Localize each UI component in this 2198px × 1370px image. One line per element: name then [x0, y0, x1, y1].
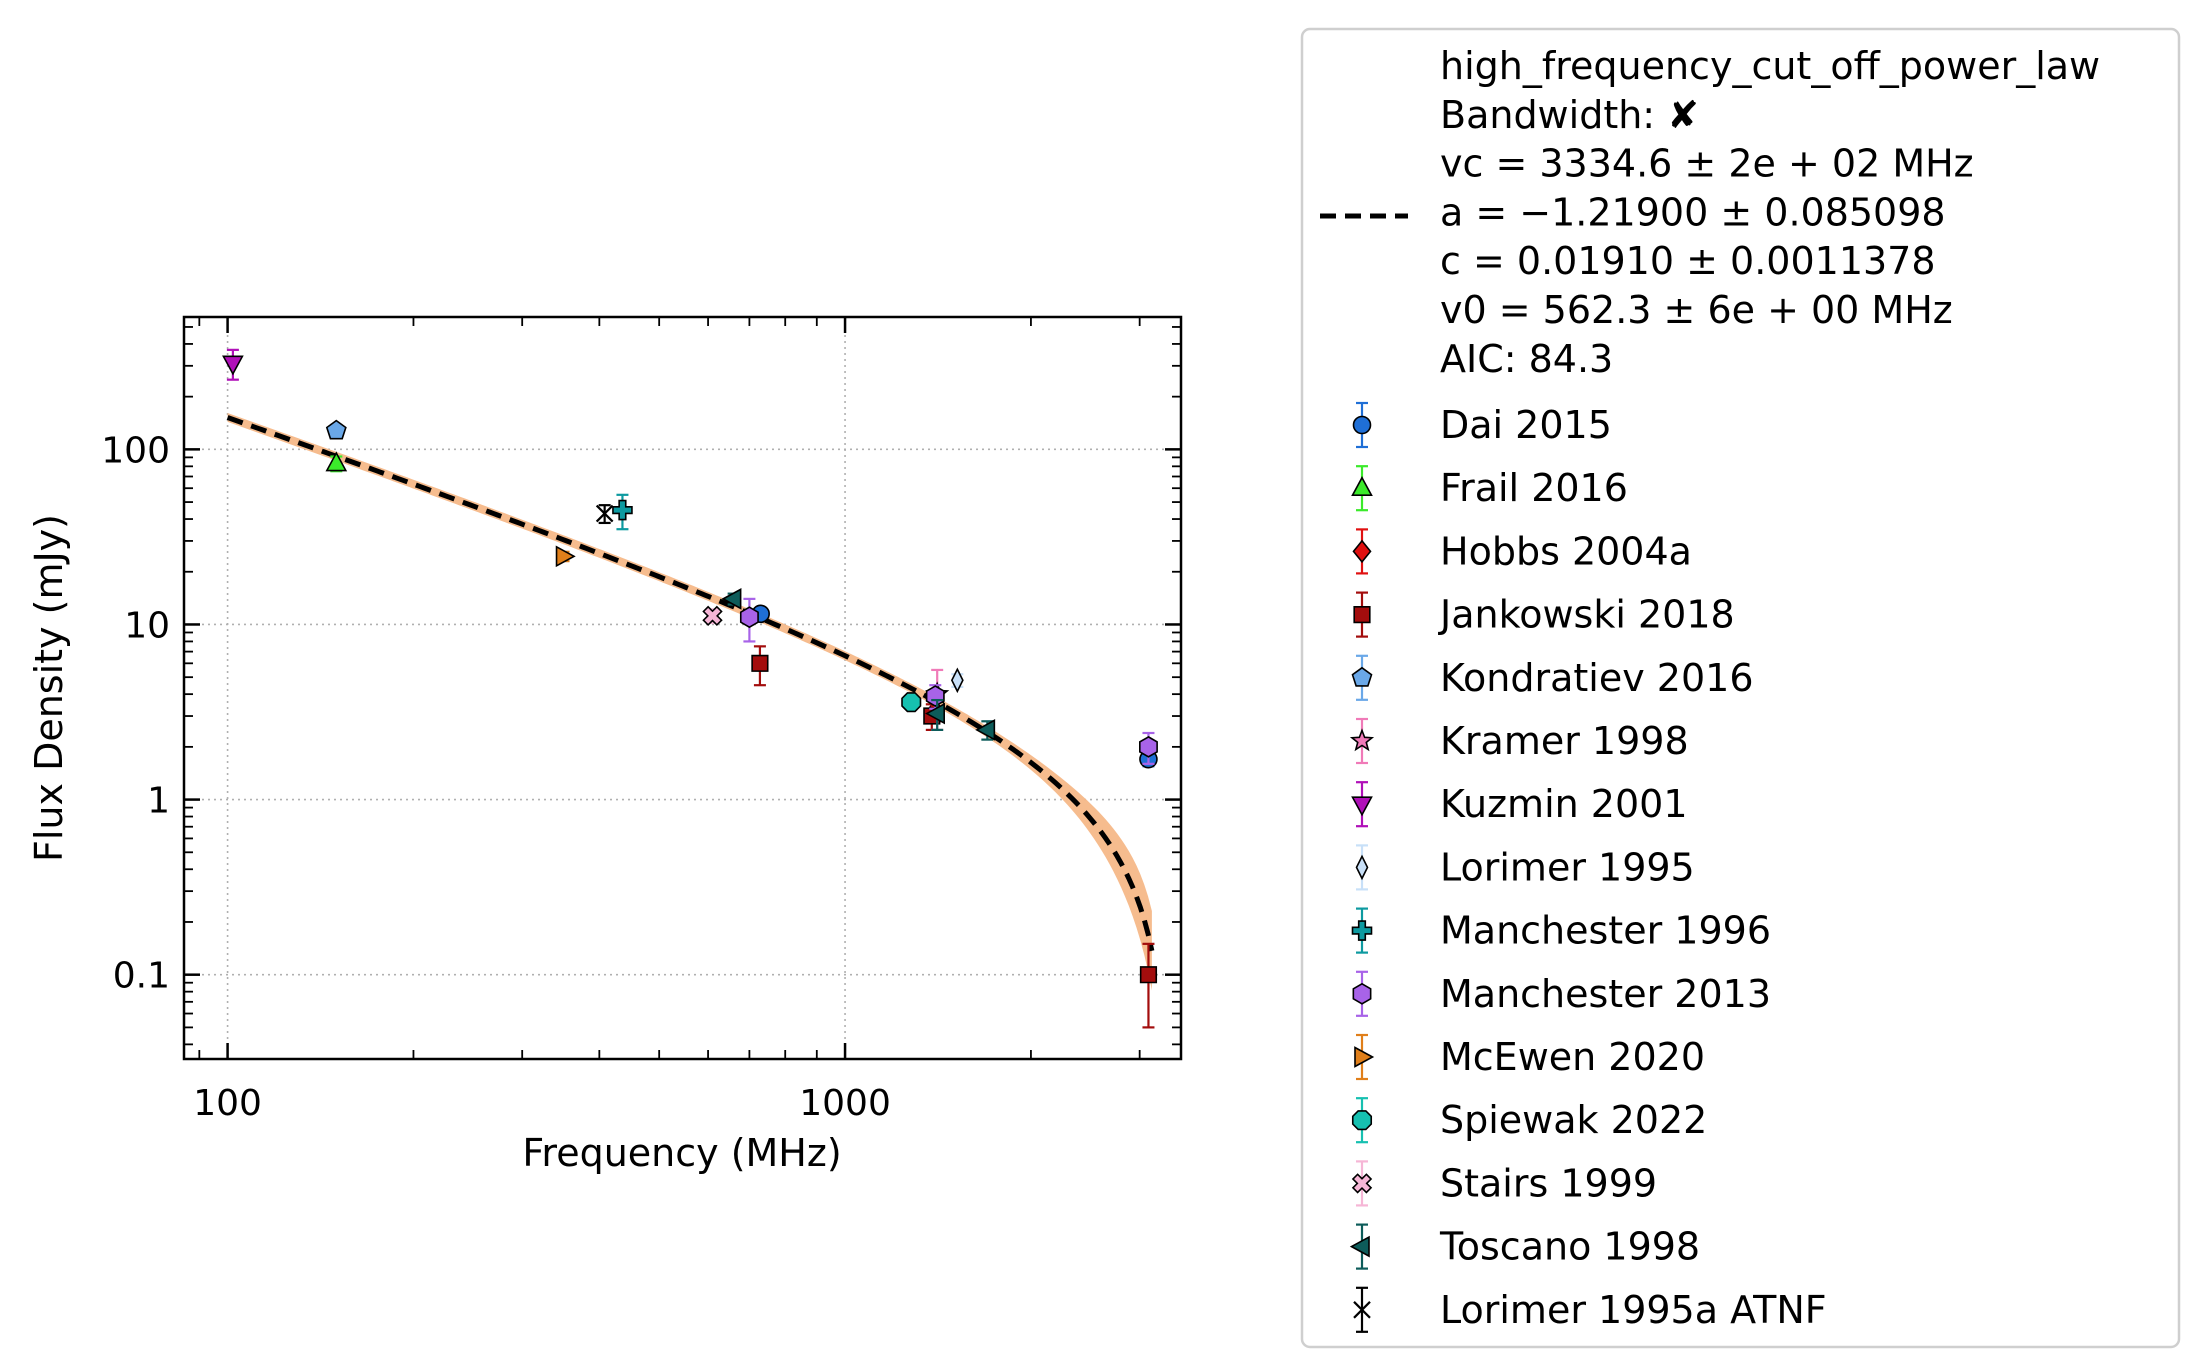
fit-band-shape [228, 413, 1152, 991]
legend-label: Lorimer 1995 [1440, 845, 1695, 889]
legend-label: Kondratiev 2016 [1440, 656, 1754, 700]
legend-label: Jankowski 2018 [1438, 593, 1735, 637]
series-stairs-1999 [703, 607, 721, 625]
fit-line [228, 417, 1152, 950]
series-manchester-1996 [613, 495, 632, 529]
legend-label: Kuzmin 2001 [1440, 782, 1688, 826]
series-kuzmin-2001 [223, 350, 242, 380]
legend-fit-text: high_frequency_cut_off_power_law [1440, 44, 2100, 88]
legend-label: Manchester 2013 [1440, 972, 1771, 1016]
data-points [223, 350, 1157, 1028]
data-point [1140, 737, 1157, 757]
fit-curve [228, 417, 1152, 950]
series-lorimer-1995a-atnf [597, 505, 613, 523]
legend-fit-text: v0 = 562.3 ± 6e + 00 MHz [1440, 288, 1953, 332]
legend-label: Stairs 1999 [1440, 1161, 1657, 1205]
legend-marker [1354, 607, 1370, 623]
x-tick-label: 100 [193, 1083, 262, 1124]
data-point [223, 356, 242, 374]
y-tick-label: 1 [147, 781, 170, 822]
legend-fit-text: vc = 3334.6 ± 2e + 02 MHz [1440, 142, 1974, 186]
series-manchester-2013 [741, 599, 1157, 764]
series-lorimer-1995 [951, 669, 963, 691]
y-tick-label: 0.1 [113, 956, 170, 997]
legend-fit-text: AIC: 84.3 [1440, 337, 1613, 381]
series-kondratiev-2016 [327, 421, 346, 439]
legend-label: Kramer 1998 [1440, 719, 1689, 763]
axis-ticks: 100 1000 0.1 1 10 100 [101, 317, 1181, 1124]
y-tick-label: 10 [124, 605, 170, 646]
data-point [1141, 967, 1157, 983]
legend: high_frequency_cut_off_power_law Bandwidt… [1302, 29, 2179, 1347]
legend-fit-text: c = 0.01910 ± 0.0011378 [1440, 239, 1936, 283]
legend-fit-text: a = −1.21900 ± 0.085098 [1440, 190, 1946, 234]
legend-marker [1354, 417, 1371, 434]
x-tick-label: 1000 [799, 1083, 891, 1124]
legend-label: Lorimer 1995a ATNF [1440, 1288, 1827, 1332]
legend-marker [1353, 1111, 1371, 1129]
legend-label: Hobbs 2004a [1440, 529, 1692, 573]
legend-fit-text: Bandwidth: ✘ [1440, 93, 1699, 137]
data-point [557, 547, 575, 566]
legend-label: Manchester 1996 [1440, 909, 1771, 953]
series-mcewen-2020 [557, 547, 575, 566]
data-point [741, 607, 758, 627]
legend-label: Frail 2016 [1440, 466, 1628, 510]
x-axis-title: Frequency (MHz) [522, 1131, 841, 1175]
fit-uncertainty-band [228, 413, 1152, 991]
legend-label: Dai 2015 [1440, 403, 1612, 447]
legend-label: Toscano 1998 [1439, 1225, 1700, 1269]
data-point [613, 501, 632, 520]
data-point [327, 421, 346, 439]
data-point [752, 656, 768, 672]
legend-marker [1353, 984, 1370, 1004]
data-point [927, 686, 944, 706]
series-spiewak-2022 [902, 693, 920, 711]
legend-label: Spiewak 2022 [1440, 1098, 1707, 1142]
y-tick-label: 100 [101, 430, 170, 471]
data-point [902, 693, 920, 711]
legend-label: McEwen 2020 [1440, 1035, 1705, 1079]
y-axis-title: Flux Density (mJy) [27, 514, 71, 862]
